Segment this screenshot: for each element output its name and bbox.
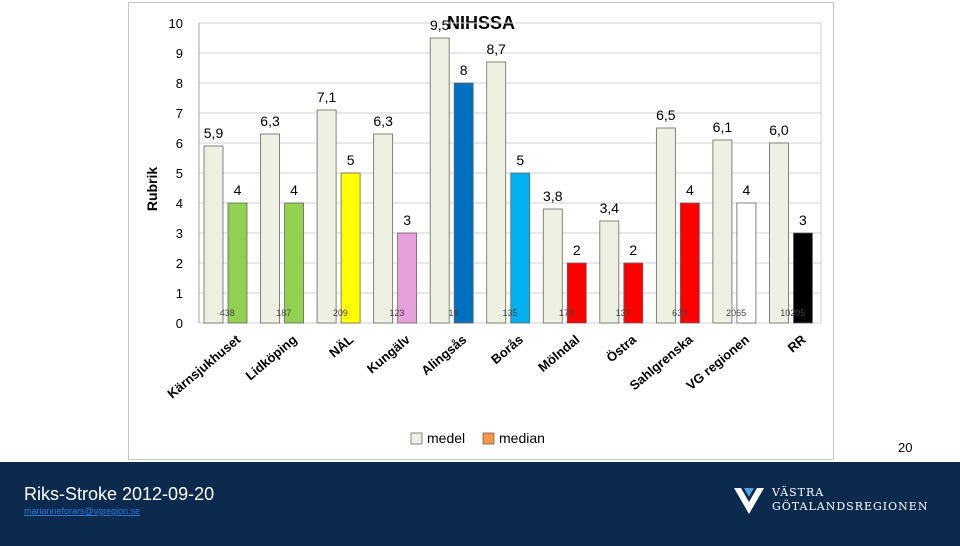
legend-label-median: median bbox=[499, 430, 545, 446]
chart: NIHSSARubrik0123456789105,94438Kärnsjukh… bbox=[144, 13, 822, 446]
count-label-10: 10205 bbox=[780, 308, 805, 318]
count-label-4: 19 bbox=[448, 308, 458, 318]
data-label-median-0: 4 bbox=[234, 182, 242, 198]
data-label-median-8: 4 bbox=[686, 182, 694, 198]
y-tick-label: 1 bbox=[176, 286, 183, 301]
x-tick-label-10: RR bbox=[785, 331, 809, 355]
x-tick-label-6: Mölndal bbox=[535, 332, 582, 375]
bar-medel-0 bbox=[203, 145, 224, 324]
bar-median-2 bbox=[340, 172, 361, 324]
vgr-logo-icon bbox=[734, 488, 764, 514]
count-label-6: 178 bbox=[559, 308, 574, 318]
data-label-median-7: 2 bbox=[629, 242, 637, 258]
count-label-9: 2065 bbox=[726, 308, 746, 318]
bar-median-4 bbox=[453, 82, 474, 324]
bar-medel-9 bbox=[712, 139, 733, 324]
count-label-2: 209 bbox=[333, 308, 348, 318]
bar-medel-7 bbox=[599, 220, 620, 324]
y-tick-label: 2 bbox=[176, 256, 183, 271]
bar-median-5 bbox=[510, 172, 531, 324]
count-label-3: 123 bbox=[389, 308, 404, 318]
data-label-median-10: 3 bbox=[799, 212, 807, 228]
data-label-median-4: 8 bbox=[460, 62, 468, 78]
legend-label-medel: medel bbox=[427, 430, 465, 446]
data-label-median-2: 5 bbox=[347, 152, 355, 168]
footer-title: Riks-Stroke 2012-09-20 bbox=[24, 484, 215, 504]
y-tick-label: 8 bbox=[176, 76, 183, 91]
count-label-0: 438 bbox=[220, 308, 235, 318]
count-label-8: 639 bbox=[672, 308, 687, 318]
bar-median-9 bbox=[736, 202, 757, 324]
bar-medel-8 bbox=[655, 127, 676, 324]
x-tick-label-2: NÄL bbox=[326, 332, 356, 361]
data-label-medel-7: 3,4 bbox=[600, 200, 620, 216]
footer: Riks-Stroke 2012-09-20 marianneforars@vg… bbox=[0, 462, 960, 546]
data-label-medel-0: 5,9 bbox=[204, 125, 224, 141]
legend-swatch-median bbox=[482, 432, 495, 445]
data-label-median-3: 3 bbox=[403, 212, 411, 228]
count-label-1: 187 bbox=[276, 308, 291, 318]
legend-swatch-medel bbox=[410, 432, 423, 445]
y-tick-label: 7 bbox=[176, 106, 183, 121]
bar-median-8 bbox=[679, 202, 700, 324]
y-tick-label: 9 bbox=[176, 46, 183, 61]
data-label-medel-1: 6,3 bbox=[260, 113, 280, 129]
y-tick-label: 10 bbox=[169, 16, 183, 31]
bar-median-6 bbox=[566, 262, 587, 324]
x-tick-label-4: Alingsås bbox=[418, 332, 469, 378]
x-tick-label-3: Kungälv bbox=[364, 331, 414, 376]
y-tick-label: 3 bbox=[176, 226, 183, 241]
vgr-logo: VÄSTRA GÖTALANDSREGIONEN bbox=[732, 482, 927, 522]
data-label-median-1: 4 bbox=[290, 182, 298, 198]
bar-medel-2 bbox=[316, 109, 337, 324]
data-label-medel-8: 6,5 bbox=[656, 107, 676, 123]
x-tick-label-1: Lidköping bbox=[243, 332, 300, 383]
data-label-median-5: 5 bbox=[516, 152, 524, 168]
data-label-medel-10: 6,0 bbox=[769, 122, 789, 138]
logo-text-line2: GÖTALANDSREGIONEN bbox=[772, 500, 929, 513]
data-label-medel-5: 8,7 bbox=[486, 41, 506, 57]
data-label-medel-9: 6,1 bbox=[713, 119, 733, 135]
count-label-7: 137 bbox=[616, 308, 631, 318]
bar-medel-10 bbox=[769, 142, 789, 324]
bar-median-0 bbox=[227, 202, 248, 324]
bar-medel-4 bbox=[429, 37, 450, 324]
bar-median-3 bbox=[397, 232, 418, 324]
bar-median-7 bbox=[623, 262, 644, 324]
data-label-medel-4: 9,5 bbox=[430, 17, 450, 33]
y-tick-label: 5 bbox=[176, 166, 183, 181]
data-label-medel-6: 3,8 bbox=[543, 188, 563, 204]
bar-medel-5 bbox=[486, 61, 507, 324]
bar-median-1 bbox=[284, 202, 304, 324]
y-axis-label: Rubrik bbox=[144, 167, 160, 212]
chart-frame: NIHSSA Rubrik 0 1 2 3 4 5 6 7 8 9 10 5,9 4 438 Kärnsjukh… bbox=[128, 2, 834, 460]
logo-text-line1: VÄSTRA bbox=[772, 486, 825, 499]
y-tick-label: 0 bbox=[176, 316, 183, 331]
bar-medel-1 bbox=[260, 133, 280, 324]
y-tick-label: 4 bbox=[176, 196, 183, 211]
y-tick-label: 6 bbox=[176, 136, 183, 151]
data-label-median-9: 4 bbox=[743, 182, 751, 198]
data-label-medel-2: 7,1 bbox=[317, 89, 337, 105]
data-label-medel-3: 6,3 bbox=[373, 113, 393, 129]
x-tick-label-0: Kärnsjukhuset bbox=[164, 331, 243, 401]
bar-median-10 bbox=[793, 232, 813, 324]
data-label-median-6: 2 bbox=[573, 242, 581, 258]
count-label-5: 135 bbox=[502, 308, 517, 318]
page-number: 20 bbox=[898, 440, 913, 455]
footer-email-link[interactable]: marianneforars@vgregion.se bbox=[24, 506, 141, 516]
bar-medel-3 bbox=[373, 133, 394, 324]
x-tick-label-5: Borås bbox=[488, 332, 526, 367]
x-tick-label-7: Östra bbox=[603, 331, 639, 365]
bar-medel-6 bbox=[542, 208, 563, 324]
